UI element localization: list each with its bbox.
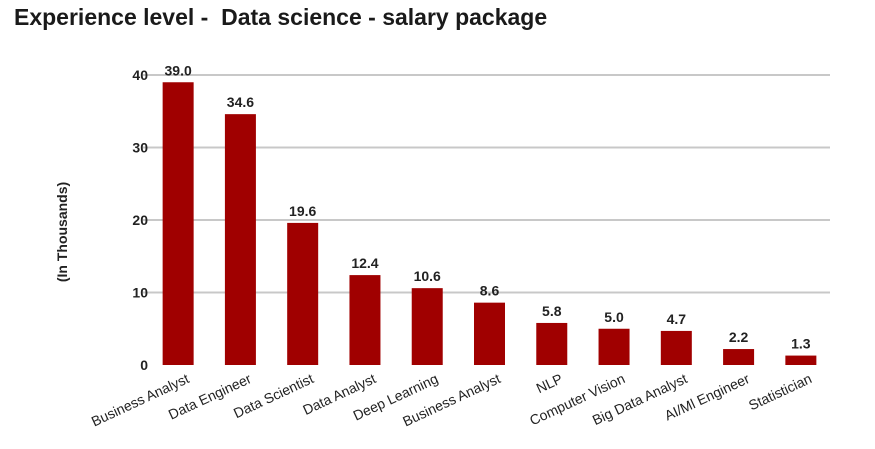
bars	[162, 82, 817, 366]
data-label: 12.4	[351, 255, 378, 271]
bar	[287, 222, 319, 365]
y-tick-label: 30	[132, 140, 148, 156]
data-label: 4.7	[667, 311, 687, 327]
data-label: 1.3	[791, 336, 811, 352]
data-label: 5.0	[604, 309, 624, 325]
data-label: 39.0	[165, 62, 192, 78]
y-tick-label: 10	[132, 285, 148, 301]
category-label: NLP	[534, 370, 565, 396]
y-tick-label: 0	[140, 357, 148, 373]
data-labels: 39.0 34.6 19.6 12.4 10.6 8.6 5.8 5.0 4.7 2.2 1.3	[165, 62, 811, 351]
bar	[224, 114, 256, 366]
bar	[785, 355, 817, 365]
data-label: 8.6	[480, 283, 500, 299]
y-tick-label: 40	[132, 67, 148, 83]
bar	[536, 322, 568, 365]
data-label: 10.6	[414, 268, 441, 284]
bar	[162, 82, 194, 365]
chart-title: Experience level - Data science - salary…	[14, 4, 548, 30]
y-tick-label: 20	[132, 212, 148, 228]
bar	[411, 288, 443, 365]
bar	[660, 330, 692, 365]
data-label: 2.2	[729, 329, 749, 345]
data-label: 34.6	[227, 94, 254, 110]
category-label: Statistician	[746, 370, 814, 413]
y-axis-label: (In Thousands)	[54, 182, 70, 282]
bar	[723, 349, 755, 365]
bar	[349, 275, 381, 365]
data-label: 19.6	[289, 203, 316, 219]
y-axis-ticks: 0 10 20 30 40	[132, 67, 148, 373]
data-label: 5.8	[542, 303, 562, 319]
gridlines	[143, 74, 830, 294]
bar	[474, 302, 505, 365]
bar	[598, 328, 630, 365]
